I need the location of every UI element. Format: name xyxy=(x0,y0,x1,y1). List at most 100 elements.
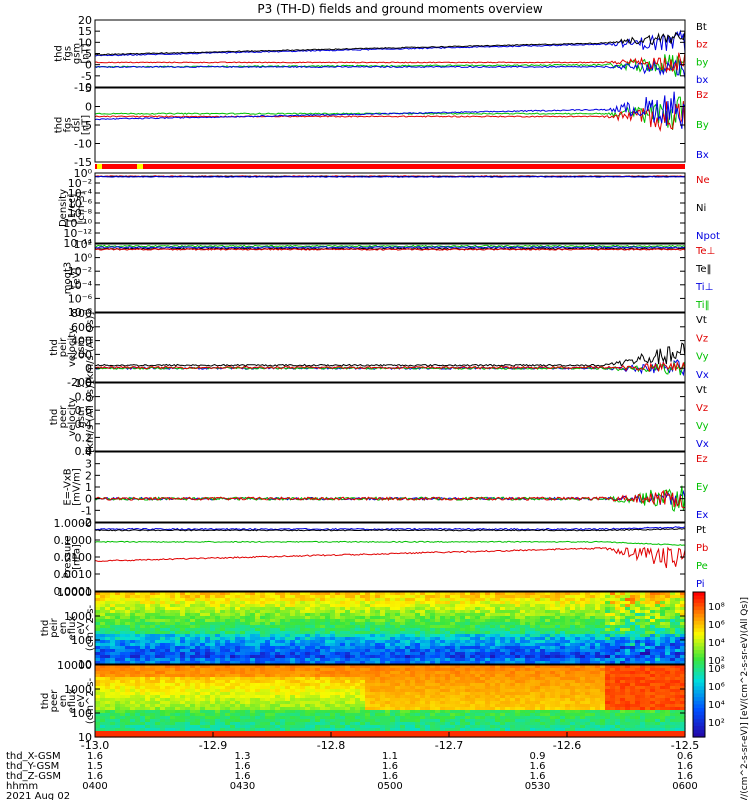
heatmap-cell xyxy=(505,640,511,644)
heatmap-cell xyxy=(510,643,516,647)
heatmap-cell xyxy=(115,707,121,711)
heatmap-cell xyxy=(465,646,471,650)
heatmap-cell xyxy=(140,649,146,653)
heatmap-cell xyxy=(265,704,271,708)
heatmap-cell xyxy=(615,643,621,647)
heatmap-cell xyxy=(395,683,401,687)
heatmap-cell xyxy=(520,625,526,629)
heatmap-cell xyxy=(655,649,661,653)
heatmap-cell xyxy=(570,622,576,626)
heatmap-cell xyxy=(330,725,336,729)
heatmap-cell xyxy=(655,601,661,605)
heatmap-cell xyxy=(100,734,106,738)
heatmap-cell xyxy=(100,592,106,596)
heatmap-cell xyxy=(415,680,421,684)
heatmap-cell xyxy=(110,625,116,629)
heatmap-cell xyxy=(305,631,311,635)
heatmap-cell xyxy=(125,701,131,705)
heatmap-cell xyxy=(280,610,286,614)
heatmap-cell xyxy=(265,674,271,678)
heatmap-cell xyxy=(490,658,496,662)
heatmap-cell xyxy=(320,643,326,647)
heatmap-cell xyxy=(480,649,486,653)
heatmap-cell xyxy=(230,704,236,708)
heatmap-cell xyxy=(425,716,431,720)
heatmap-cell xyxy=(100,665,106,669)
heatmap-cell xyxy=(340,725,346,729)
heatmap-cell xyxy=(285,613,291,617)
heatmap-cell xyxy=(565,646,571,650)
heatmap-cell xyxy=(240,680,246,684)
heatmap-cell xyxy=(105,722,111,726)
legend-peer-velocity-item: Vy xyxy=(696,421,709,432)
heatmap-cell xyxy=(620,622,626,626)
heatmap-cell xyxy=(645,607,651,611)
heatmap-cell xyxy=(100,695,106,699)
heatmap-cell xyxy=(445,710,451,714)
heatmap-cell xyxy=(560,610,566,614)
heatmap-cell xyxy=(525,661,531,665)
heatmap-cell xyxy=(450,695,456,699)
heatmap-cell xyxy=(385,622,391,626)
heatmap-cell xyxy=(395,719,401,723)
heatmap-cell xyxy=(235,734,241,738)
heatmap-cell xyxy=(150,625,156,629)
heatmap-cell xyxy=(430,734,436,738)
heatmap-cell xyxy=(590,634,596,638)
heatmap-cell xyxy=(630,622,636,626)
heatmap-cell xyxy=(340,649,346,653)
heatmap-cell xyxy=(415,731,421,735)
heatmap-cell xyxy=(355,652,361,656)
heatmap-cell xyxy=(205,658,211,662)
heatmap-cell xyxy=(140,728,146,732)
heatmap-cell xyxy=(125,610,131,614)
heatmap-cell xyxy=(435,634,441,638)
heatmap-cell xyxy=(355,683,361,687)
heatmap-cell xyxy=(560,640,566,644)
heatmap-cell xyxy=(200,734,206,738)
heatmap-cell xyxy=(205,604,211,608)
heatmap-cell xyxy=(95,701,101,705)
heatmap-cell xyxy=(460,613,466,617)
heatmap-cell xyxy=(175,610,181,614)
heatmap-cell xyxy=(370,604,376,608)
heatmap-cell xyxy=(345,728,351,732)
heatmap-cell xyxy=(435,677,441,681)
heatmap-cell xyxy=(450,661,456,665)
heatmap-cell xyxy=(350,731,356,735)
heatmap-cell xyxy=(250,637,256,641)
heatmap-cell xyxy=(305,661,311,665)
panel-temperature: moqt3[eV]10²10⁰10⁻²10⁻⁴10⁻⁶10⁻⁸Te⊥Te‖Ti⊥… xyxy=(63,238,716,319)
heatmap-cell xyxy=(155,704,161,708)
heatmap-cell xyxy=(235,695,241,699)
heatmap-cell xyxy=(360,716,366,720)
heatmap-cell xyxy=(475,665,481,669)
heatmap-cell xyxy=(110,652,116,656)
heatmap-cell xyxy=(495,631,501,635)
heatmap-cell xyxy=(495,643,501,647)
heatmap-cell xyxy=(500,625,506,629)
heatmap-cell xyxy=(205,692,211,696)
heatmap-cell xyxy=(390,652,396,656)
heatmap-cell xyxy=(365,610,371,614)
heatmap-cell xyxy=(670,619,676,623)
heatmap-cell xyxy=(135,692,141,696)
heatmap-cell xyxy=(360,604,366,608)
heatmap-cell xyxy=(515,643,521,647)
heatmap-cell xyxy=(120,719,126,723)
heatmap-cell xyxy=(445,637,451,641)
heatmap-cell xyxy=(105,622,111,626)
heatmap-cell xyxy=(295,595,301,599)
heatmap-cell xyxy=(665,649,671,653)
ytick-label: 1.0 xyxy=(75,377,93,390)
heatmap-cell xyxy=(395,680,401,684)
heatmap-cell xyxy=(670,592,676,596)
heatmap-cell xyxy=(455,610,461,614)
heatmap-cell xyxy=(470,631,476,635)
heatmap-cell xyxy=(635,616,641,620)
heatmap-cell xyxy=(205,652,211,656)
heatmap-cell xyxy=(210,725,216,729)
heatmap-cell xyxy=(545,628,551,632)
heatmap-cell xyxy=(340,692,346,696)
heatmap-cell xyxy=(440,728,446,732)
